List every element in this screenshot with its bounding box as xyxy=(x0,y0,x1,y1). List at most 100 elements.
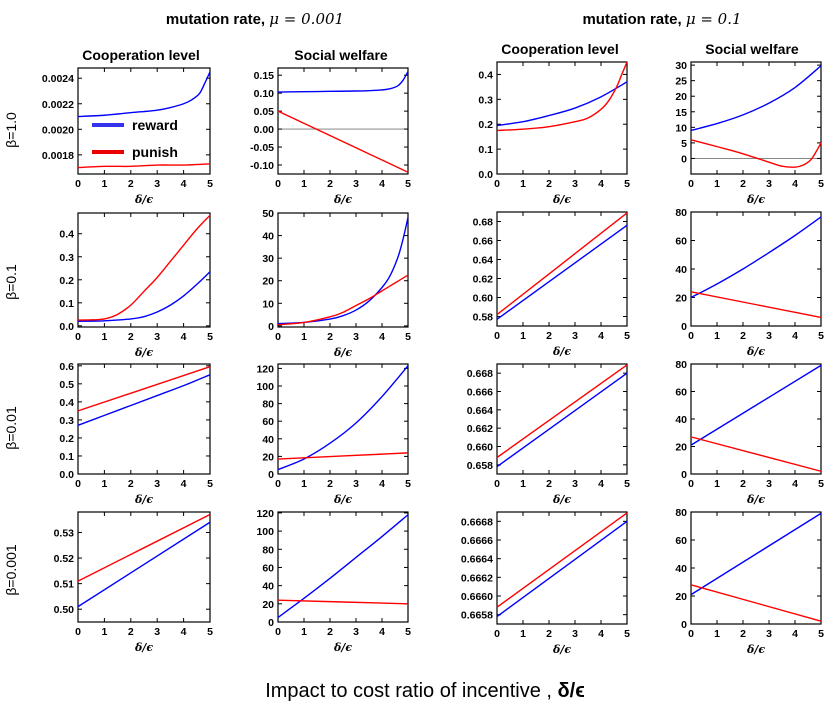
x-tick-label: 0 xyxy=(75,626,81,638)
x-tick-label: 3 xyxy=(353,178,359,190)
x-tick-label: 1 xyxy=(520,178,526,190)
x-tick-label: 1 xyxy=(301,331,307,343)
panel-frame xyxy=(496,511,628,625)
series-punish xyxy=(277,110,409,173)
col-header-welfare-left: Social welfare xyxy=(294,47,388,63)
y-tick-label: -0.10 xyxy=(250,160,274,172)
series-reward xyxy=(277,365,409,471)
x-tick-label: 4 xyxy=(598,178,604,190)
y-tick-label: 60 xyxy=(675,236,687,248)
row-label-beta-4: β=0.001 xyxy=(3,544,19,595)
x-tick-label: 1 xyxy=(301,626,307,638)
x-tick-label: 0 xyxy=(75,178,81,190)
y-tick-label: 0 xyxy=(268,617,274,629)
series-punish xyxy=(496,512,628,608)
panel-frame xyxy=(690,363,822,475)
x-tick-label: 0 xyxy=(75,478,81,490)
y-tick-label: 20 xyxy=(262,276,274,288)
x-tick-label: 1 xyxy=(101,478,107,490)
y-tick-label: 0 xyxy=(268,321,274,333)
x-tick-label: 2 xyxy=(546,478,552,490)
series-punish xyxy=(496,61,628,132)
x-tick-label: 2 xyxy=(327,478,333,490)
series-punish xyxy=(77,163,211,169)
x-tick-label: 5 xyxy=(405,178,411,190)
x-tick-label: 0 xyxy=(688,330,694,342)
x-tick-label: 4 xyxy=(379,331,385,343)
y-tick-label: 80 xyxy=(675,507,687,519)
y-tick-label: 0 xyxy=(681,619,687,631)
y-tick-label: 30 xyxy=(675,60,687,72)
x-tick-label: 1 xyxy=(714,330,720,342)
x-tick-label: 3 xyxy=(766,178,772,190)
series-punish xyxy=(77,366,211,412)
series-punish xyxy=(277,274,409,326)
y-tick-label: 60 xyxy=(675,387,687,399)
series-reward xyxy=(496,372,628,468)
y-tick-label: 0.668 xyxy=(467,368,493,380)
row-label-beta-1: β=1.0 xyxy=(3,112,19,148)
group-title-left: mutation rate, μ = 0.001 xyxy=(166,10,344,28)
y-tick-label: 0.5 xyxy=(59,379,74,391)
panel-frame xyxy=(277,363,409,475)
x-tick-label: 5 xyxy=(405,626,411,638)
x-tick-label: 5 xyxy=(207,178,213,190)
y-tick-label: 0.51 xyxy=(54,579,75,591)
y-tick-label: 25 xyxy=(675,76,687,88)
x-tick-label: 3 xyxy=(154,178,160,190)
x-axis-label: δ/ϵ xyxy=(333,346,352,359)
x-tick-label: 1 xyxy=(101,626,107,638)
row-label-beta-3: β=0.01 xyxy=(3,406,19,450)
x-tick-label: 1 xyxy=(714,478,720,490)
x-tick-label: 4 xyxy=(792,478,798,490)
x-tick-label: 2 xyxy=(546,628,552,640)
y-tick-label: 0.0020 xyxy=(42,124,74,136)
panel-frame xyxy=(77,363,211,475)
y-tick-label: 20 xyxy=(262,599,274,611)
x-tick-label: 1 xyxy=(301,178,307,190)
y-tick-label: 0.00 xyxy=(254,124,275,136)
series-punish xyxy=(277,599,409,605)
x-tick-label: 3 xyxy=(572,628,578,640)
series-reward xyxy=(277,217,409,325)
x-axis-label: δ/ϵ xyxy=(134,193,153,206)
panel-7: 0 1 2 3 4 5 0.58 0.60 0.62 0.64 0.66 0.68 δ/ϵ xyxy=(473,211,630,358)
y-tick-label: 15 xyxy=(675,107,687,119)
x-tick-label: 3 xyxy=(353,478,359,490)
y-tick-label: 20 xyxy=(262,451,274,463)
y-tick-label: 0.6 xyxy=(59,361,74,373)
x-tick-label: 3 xyxy=(353,331,359,343)
x-tick-label: 4 xyxy=(379,478,385,490)
x-tick-label: 0 xyxy=(688,478,694,490)
series-reward xyxy=(496,81,628,127)
panel-2: 0 1 2 3 4 5 -0.10 -0.05 0.00 0.05 0.10 0.15 δ/ϵ xyxy=(250,67,411,206)
bottom-axis-label: Impact to cost ratio of incentive , δ/ϵ xyxy=(265,680,585,702)
series-reward xyxy=(690,512,822,596)
x-tick-label: 4 xyxy=(598,478,604,490)
panel-16: 0 1 2 3 4 5 0 20 40 60 80 δ/ϵ xyxy=(675,507,824,656)
y-tick-label: 20 xyxy=(675,91,687,103)
panel-3: 0 1 2 3 4 5 0.0 0.1 0.2 0.3 0.4 δ/ϵ xyxy=(478,61,630,206)
x-tick-label: 3 xyxy=(572,478,578,490)
x-axis-label: δ/ϵ xyxy=(746,193,765,206)
x-tick-label: 3 xyxy=(154,331,160,343)
x-axis-label: δ/ϵ xyxy=(746,493,765,506)
y-tick-label: 0 xyxy=(681,469,687,481)
y-tick-label: 0.3 xyxy=(478,94,493,106)
panel-5: 0 1 2 3 4 5 0.0 0.1 0.2 0.3 0.4 δ/ϵ xyxy=(59,212,213,359)
y-tick-label: 0.4 xyxy=(478,69,493,81)
x-tick-label: 1 xyxy=(714,628,720,640)
panel-frame xyxy=(277,511,409,623)
series-punish xyxy=(77,513,211,582)
y-tick-label: -0.05 xyxy=(250,142,274,154)
x-tick-label: 5 xyxy=(207,626,213,638)
series-reward xyxy=(77,71,211,118)
series-punish xyxy=(690,584,822,622)
panel-frame xyxy=(496,61,628,175)
y-tick-label: 0.664 xyxy=(467,405,493,417)
x-tick-label: 5 xyxy=(624,178,630,190)
y-tick-label: 0.1 xyxy=(59,451,74,463)
x-tick-label: 5 xyxy=(405,331,411,343)
x-tick-label: 2 xyxy=(128,626,134,638)
